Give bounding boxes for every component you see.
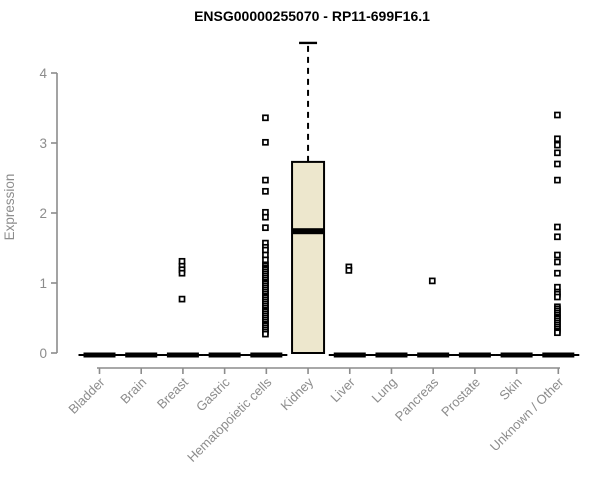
x-tick-label: Breast [154,374,191,411]
outlier-point-hematopoietic-cells [262,114,269,122]
x-tick-label: Pancreas [392,374,442,424]
median-line-bladder [83,352,116,358]
chart-title: ENSG00000255070 - RP11-699F16.1 [194,8,430,24]
median-line-lung [375,352,408,358]
outlier-point-hematopoietic-cells [262,187,269,195]
median-line-breast [166,352,199,358]
outlier-point-hematopoietic-cells [262,176,269,184]
outlier-point-liver [345,267,353,274]
outlier-point-unknown-other [554,141,561,149]
outlier-point-unknown-other [554,111,561,119]
y-axis-label: Expression [2,174,17,241]
median-line-hematopoietic-cells [250,352,283,358]
outlier-point-unknown-other [554,233,561,241]
outlier-point-pancreas [428,277,436,285]
outlier-point-hematopoietic-cells [262,224,269,232]
x-tick-label: Kidney [277,374,316,413]
x-tick-label: Bladder [65,374,108,417]
x-tick-label: Lung [369,375,400,406]
outlier-point-unknown-other [554,329,561,337]
outlier-point-unknown-other [554,135,561,143]
y-tick-label: 0 [39,346,47,361]
outlier-point-unknown-other [554,269,561,277]
outlier-point-unknown-other [554,251,561,259]
outlier-point-unknown-other [554,176,561,184]
median-line-unknown-other [542,352,575,358]
outlier-point-breast [178,269,186,277]
outlier-point-hematopoietic-cells [262,330,269,338]
outlier-point-breast [178,295,186,303]
x-tick-label: Brain [117,375,149,407]
x-tick-label: Prostate [438,375,483,420]
outlier-point-hematopoietic-cells [262,138,269,146]
median-line-gastric [208,352,241,358]
median-line-skin [500,352,533,358]
y-tick-label: 4 [39,66,47,81]
y-tick-label: 3 [39,136,47,151]
outlier-point-unknown-other [554,149,561,157]
outlier-point-unknown-other [554,293,561,301]
x-tick-label: Gastric [193,374,233,414]
outlier-point-hematopoietic-cells [262,213,269,221]
median-line-liver [333,352,366,358]
box-kidney [291,160,326,354]
outlier-point-unknown-other [554,223,561,231]
median-line-prostate [458,352,491,358]
x-tick-label: Skin [496,375,524,403]
y-tick-label: 2 [39,206,47,221]
y-tick-label: 1 [39,276,47,291]
outlier-point-unknown-other [554,258,561,266]
x-tick-label: Unknown / Other [487,374,567,454]
outlier-point-unknown-other [554,160,561,168]
median-line-kidney [292,228,325,235]
median-line-brain [125,352,158,358]
x-tick-label: Liver [327,374,358,405]
median-line-pancreas [417,352,450,358]
